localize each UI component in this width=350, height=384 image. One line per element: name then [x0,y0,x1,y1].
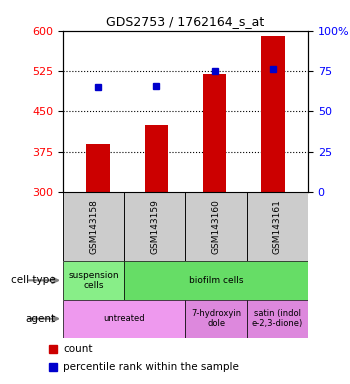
Text: untreated: untreated [104,314,145,323]
Bar [145,125,168,192]
Bar [124,261,308,300]
Text: agent: agent [26,314,56,324]
Text: GSM143159: GSM143159 [150,199,159,254]
Bar [63,192,124,261]
Text: GSM143161: GSM143161 [273,199,282,254]
Bar [186,192,247,261]
Bar [186,300,247,338]
Text: GSM143158: GSM143158 [89,199,98,254]
Bar [86,144,110,192]
Bar [124,192,186,261]
Bar [63,261,124,300]
Text: percentile rank within the sample: percentile rank within the sample [63,362,239,372]
Text: GSM143160: GSM143160 [212,199,220,254]
Bar [203,74,226,192]
Bar [247,300,308,338]
Text: biofilm cells: biofilm cells [189,276,243,285]
Text: suspension
cells: suspension cells [68,271,119,290]
Text: 7-hydroxyin
dole: 7-hydroxyin dole [191,309,241,328]
Bar [261,36,285,192]
Title: GDS2753 / 1762164_s_at: GDS2753 / 1762164_s_at [106,15,265,28]
Text: cell type: cell type [11,275,56,285]
Text: satin (indol
e-2,3-dione): satin (indol e-2,3-dione) [252,309,303,328]
Bar [63,300,186,338]
Bar [247,192,308,261]
Text: count: count [63,344,92,354]
